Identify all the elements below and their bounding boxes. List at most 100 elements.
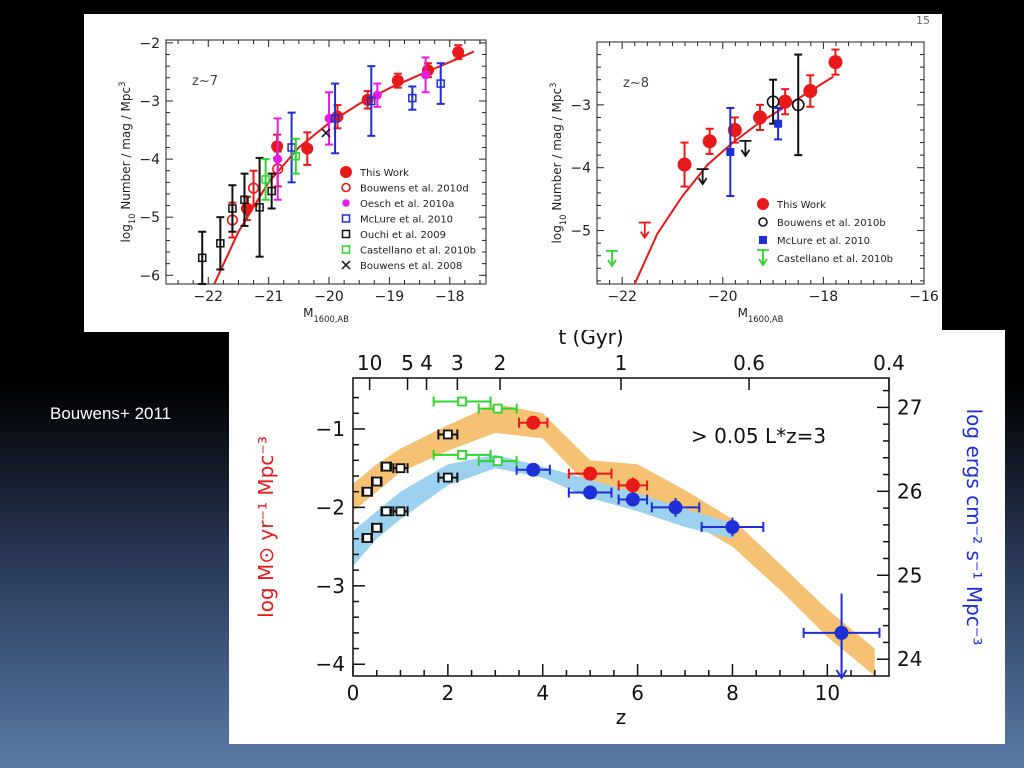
x-axis-label: M1600,AB <box>303 306 349 324</box>
x-axis-label: z <box>616 705 627 729</box>
data-point <box>766 95 780 109</box>
legend: This Work Bouwens et al. 2010b McLure et a… <box>757 198 893 267</box>
top-tick-label: 3 <box>451 351 464 375</box>
top-tick-label: 4 <box>420 351 433 375</box>
data-point <box>321 128 331 138</box>
plot-frame <box>165 39 487 285</box>
data-point <box>255 203 264 212</box>
legend-label: Ouchi et al. 2009 <box>360 230 446 241</box>
data-point <box>291 151 301 161</box>
shaded-band <box>353 454 733 567</box>
x-tick-label: 6 <box>631 681 644 705</box>
data-point <box>442 429 453 440</box>
data-point <box>452 46 465 59</box>
legend-label: Bouwens et al. 2010d <box>360 184 469 195</box>
chart-annotation: > 0.05 L*z=3 <box>691 424 826 448</box>
y-tick-label: −2 <box>316 495 345 519</box>
y-axis-label: log10 Number / mag / Mpc3 <box>117 82 137 243</box>
y-tick-label: −5 <box>570 224 591 240</box>
chart-annotation: z~8 <box>623 76 649 91</box>
x-tick-label: 2 <box>442 681 455 705</box>
x-tick-label: 4 <box>536 681 549 705</box>
legend-label: McLure et al. 2010 <box>777 236 870 247</box>
data-point <box>247 182 260 194</box>
data-point <box>240 195 249 205</box>
series-group <box>261 137 301 201</box>
lf-chart-0: −22 −21 −20 −19 −18 −2 −3 −4 −5 −6 log10 Number / … <box>117 36 487 324</box>
data-point <box>395 506 406 517</box>
series-group <box>287 62 445 184</box>
data-point <box>725 520 740 534</box>
y-axis-label-left: log M⊙ yr⁻¹ Mpc⁻³ <box>254 436 278 618</box>
data-point <box>828 55 843 70</box>
x-tick-label: −22 <box>193 289 223 305</box>
x-tick-label: −22 <box>607 289 637 305</box>
data-point <box>727 123 742 137</box>
data-point <box>739 139 752 158</box>
y-tick-label: −3 <box>316 574 345 598</box>
data-point <box>341 182 351 193</box>
data-point <box>331 110 344 123</box>
data-point <box>702 134 717 149</box>
data-point <box>197 253 207 263</box>
top-tick-label: 0.6 <box>733 351 765 375</box>
data-point <box>421 70 431 80</box>
data-point <box>273 154 283 164</box>
series-group <box>321 128 331 138</box>
legend-label: McLure et al. 2010 <box>360 215 453 226</box>
right-y-tick-label: 26 <box>897 479 922 503</box>
data-point <box>408 93 417 103</box>
data-point <box>330 114 340 123</box>
luminosity-function-charts: −22 −21 −20 −19 −18 −2 −3 −4 −5 −6 log10 Number / … <box>117 14 939 324</box>
data-point <box>457 449 467 460</box>
y-tick-label: −2 <box>139 36 160 52</box>
data-point <box>341 229 351 239</box>
data-point <box>381 506 392 517</box>
right-y-tick-label: 24 <box>897 647 922 671</box>
data-point <box>341 260 351 270</box>
series-group <box>696 139 752 186</box>
right-y-tick-label: 25 <box>897 563 922 587</box>
x-axis-label: M1600,AB <box>738 306 784 324</box>
series-group <box>638 221 651 240</box>
data-point <box>526 462 541 477</box>
data-point <box>340 166 352 178</box>
data-point <box>228 204 237 213</box>
legend-label: This Work <box>359 168 409 179</box>
legend-label: Bouwens et al. 2010b <box>777 218 886 229</box>
data-point <box>726 148 735 156</box>
series-group <box>432 396 518 467</box>
data-point <box>341 214 351 223</box>
data-point <box>216 239 225 248</box>
data-point <box>759 236 767 244</box>
x-tick-label: −18 <box>809 289 839 305</box>
top-figure-panel: −22 −21 −20 −19 −18 −2 −3 −4 −5 −6 log10 Number / … <box>84 14 942 332</box>
data-point <box>526 415 541 430</box>
data-point <box>774 119 783 128</box>
legend-label: Castellano et al. 2010b <box>360 246 476 257</box>
y-tick-label: −4 <box>316 652 345 676</box>
data-point <box>803 84 818 99</box>
x-tick-label: −20 <box>708 289 738 305</box>
series-group <box>606 249 619 268</box>
data-point <box>778 94 793 109</box>
data-point <box>752 110 767 125</box>
data-point <box>436 79 445 88</box>
legend-label: Castellano et al. 2010b <box>777 254 893 265</box>
x-tick-label: −18 <box>435 289 465 305</box>
data-point <box>240 202 253 215</box>
x-tick-label: −16 <box>909 289 939 305</box>
bottom-figure-panel: 0 2 4 6 8 10 z 10 5 4 3 2 1 0.6 0.4 t (Gyr) −1 −2 −3 −4 27 26… <box>229 325 1005 744</box>
data-point <box>395 463 406 474</box>
y-tick-label: −4 <box>139 152 160 168</box>
x-tick-label: −19 <box>375 289 405 305</box>
top-tick-label: 10 <box>357 351 382 375</box>
right-y-tick-label: 27 <box>897 395 922 419</box>
top-tick-label: 5 <box>401 351 414 375</box>
data-point <box>267 186 276 196</box>
x-tick-label: 0 <box>347 681 360 705</box>
data-point <box>638 221 651 240</box>
data-point <box>791 98 805 112</box>
